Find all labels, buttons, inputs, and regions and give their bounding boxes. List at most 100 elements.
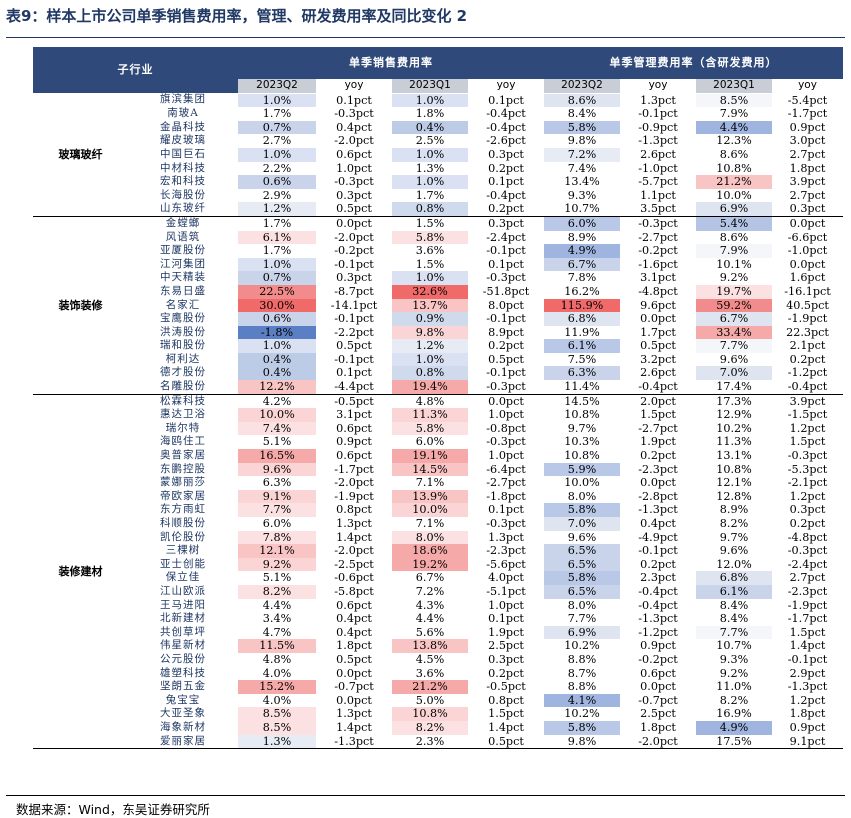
- table-row: 玻璃玻纤 旗滨集团 1.0% 0.1pct 1.0% 0.1pct 8.6% 1.3pct 8.…: [33, 93, 843, 217]
- value-cell: 0.2pct: [488, 339, 524, 353]
- table-row: 伟星新材 11.5% 1.8pct 13.8% 2.5pct 10.2% 0.9pct 10.…: [33, 639, 843, 653]
- value-cell: 0.0pct: [640, 680, 676, 694]
- company-name: 金晶科技: [160, 120, 206, 133]
- table-row: 海鸥住工 5.1% 0.9pct 6.0% -0.3pct 10.3% 1.9pct 11.3…: [33, 435, 843, 449]
- value-cell: 9.6pct: [640, 298, 676, 312]
- value-cell: 4.8%: [262, 652, 292, 666]
- table-row: 奥普家居 16.5% 0.6pct 19.1% 1.0pct 10.8% 0.2pct 13.…: [33, 449, 843, 463]
- value-cell: -1.7pct: [787, 612, 828, 626]
- value-cell: 1.2pct: [789, 489, 826, 503]
- value-cell: -0.5pct: [334, 394, 374, 408]
- value-cell: 4.9%: [544, 244, 620, 258]
- value-cell: -1.5pct: [787, 408, 828, 422]
- value-cell: 9.6%: [719, 352, 749, 366]
- value-cell: 5.4%: [696, 216, 772, 231]
- value-cell: 8.9pct: [488, 325, 524, 339]
- value-cell: 0.3pct: [488, 147, 524, 161]
- expense-ratio-table: 子行业 单季销售费用率 单季管理费用率（含研发费用） 2023Q2 yoy 20…: [33, 47, 843, 750]
- value-cell: -0.8pct: [486, 421, 526, 435]
- value-cell: 0.4pct: [336, 612, 372, 626]
- value-cell: 1.3%: [415, 161, 445, 175]
- company-name: 伟星新材: [160, 639, 206, 652]
- value-cell: -4.9pct: [638, 530, 678, 544]
- value-cell: 3.5pct: [620, 202, 696, 217]
- table-row: 东易日盛 22.5% -8.7pct 32.6% -51.8pct 16.2% -4.8pc…: [33, 284, 843, 299]
- value-cell: 13.9%: [392, 489, 468, 504]
- value-cell: 33.4%: [696, 325, 772, 340]
- value-cell: -1.2pct: [638, 625, 678, 639]
- value-cell: -0.1pct: [638, 544, 678, 558]
- data-source: 数据来源：Wind，东吴证券研究所: [16, 802, 210, 817]
- value-cell: 7.7%: [696, 625, 772, 640]
- value-cell: 10.7%: [716, 639, 752, 653]
- value-cell: 0.6pct: [640, 666, 676, 680]
- value-cell: 0.0pct: [336, 666, 372, 680]
- value-cell: 0.2pct: [640, 449, 676, 463]
- value-cell: 0.8%: [392, 202, 468, 217]
- value-cell: 13.1%: [716, 449, 752, 463]
- value-cell: 4.7%: [262, 625, 292, 639]
- value-cell: -1.3pct: [638, 503, 678, 517]
- value-cell: 0.4pct: [640, 517, 676, 530]
- value-cell: 22.5%: [238, 284, 316, 299]
- table-row: 帝欧家居 9.1% -1.9pct 13.9% -1.8pct 8.0% -2.8pct 12…: [33, 489, 843, 504]
- value-cell: 11.0%: [716, 680, 752, 694]
- value-cell: -0.4pct: [486, 107, 526, 121]
- value-cell: 6.0%: [544, 216, 620, 231]
- value-cell: 8.5%: [696, 93, 772, 108]
- value-cell: 16.5%: [238, 449, 316, 463]
- value-cell: 9.6%: [567, 530, 597, 544]
- value-cell: -2.7pct: [638, 421, 678, 435]
- value-cell: 7.2%: [415, 584, 445, 598]
- value-cell: 8.9%: [719, 503, 749, 517]
- value-cell: 1.7%: [415, 188, 445, 202]
- value-cell: 1.2%: [392, 339, 468, 353]
- value-cell: 1.8pct: [789, 707, 826, 721]
- value-cell: 0.2pct: [488, 666, 524, 680]
- value-cell: 7.1%: [415, 517, 445, 530]
- value-cell: 8.2%: [719, 517, 749, 530]
- value-cell: -2.2pct: [334, 325, 374, 339]
- company-name: 名家汇: [165, 298, 201, 311]
- value-cell: -2.1pct: [787, 476, 828, 490]
- col-header: 2023Q2: [238, 79, 316, 94]
- table-row: 海象新材 8.5% 1.4pct 8.2% 1.4pct 5.8% 1.8pct 4.9% 0.…: [33, 720, 843, 735]
- value-cell: 16.2%: [564, 284, 600, 298]
- value-cell: 0.8pct: [488, 693, 524, 707]
- table-row: 科顺股份 6.0% 1.3pct 7.1% -0.3pct 7.0% 0.4pct 8.2% 0…: [33, 517, 843, 531]
- value-cell: 1.8pct: [789, 161, 826, 175]
- company-name: 蒙娜丽莎: [160, 476, 206, 489]
- value-cell: 0.8%: [392, 366, 468, 381]
- value-cell: -1.8%: [238, 325, 316, 340]
- value-cell: 2.3pct: [640, 571, 676, 585]
- table-row: 三棵树 12.1% -2.0pct 18.6% -2.3pct 6.5% -0.1pct 9.…: [33, 544, 843, 558]
- category-cell: 装修建材: [33, 394, 128, 750]
- value-cell: 8.0pct: [488, 298, 524, 312]
- company-name: 宏和科技: [160, 175, 206, 188]
- value-cell: 7.1%: [415, 476, 445, 490]
- value-cell: 0.5pct: [488, 352, 524, 366]
- value-cell: 0.0pct: [336, 693, 372, 707]
- value-cell: 0.1pct: [488, 503, 524, 517]
- category-cell: 玻璃玻纤: [33, 93, 128, 217]
- value-cell: 0.4pct: [336, 625, 372, 639]
- table-row: 南玻A 1.7% -0.3pct 1.8% -0.4pct 8.4% -0.1pct 7.9%…: [33, 107, 843, 121]
- value-cell: 4.9%: [696, 720, 772, 735]
- value-cell: 5.8%: [544, 120, 620, 135]
- company-name: 洪涛股份: [160, 325, 206, 338]
- value-cell: 6.0%: [415, 435, 445, 449]
- company-name: 南玻A: [167, 107, 199, 120]
- value-cell: 9.7%: [567, 421, 597, 435]
- value-cell: 2.2%: [262, 161, 292, 175]
- table-row: 坚朗五金 15.2% -0.7pct 21.2% -0.5pct 8.8% 0.0pct 11…: [33, 680, 843, 694]
- value-cell: 1.4pct: [789, 639, 826, 653]
- value-cell: 17.3%: [716, 394, 752, 408]
- value-cell: -5.4pct: [787, 93, 828, 107]
- company-name: 奥普家居: [160, 449, 206, 462]
- value-cell: 9.2%: [719, 666, 749, 680]
- value-cell: 1.3pct: [336, 517, 372, 530]
- col-header: yoy: [468, 79, 544, 94]
- value-cell: 1.0pct: [336, 161, 372, 175]
- value-cell: -0.2pct: [638, 652, 678, 666]
- value-cell: 13.8%: [392, 639, 468, 653]
